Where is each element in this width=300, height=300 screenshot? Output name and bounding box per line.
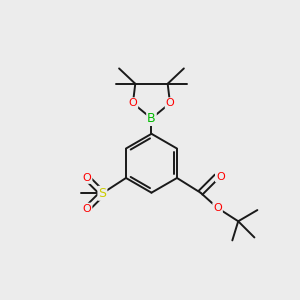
Text: O: O	[213, 203, 222, 213]
Text: O: O	[83, 173, 92, 183]
Text: O: O	[166, 98, 174, 108]
Text: O: O	[128, 98, 137, 108]
Text: O: O	[83, 204, 92, 214]
Text: B: B	[147, 112, 156, 125]
Text: S: S	[98, 187, 106, 200]
Text: O: O	[216, 172, 225, 182]
